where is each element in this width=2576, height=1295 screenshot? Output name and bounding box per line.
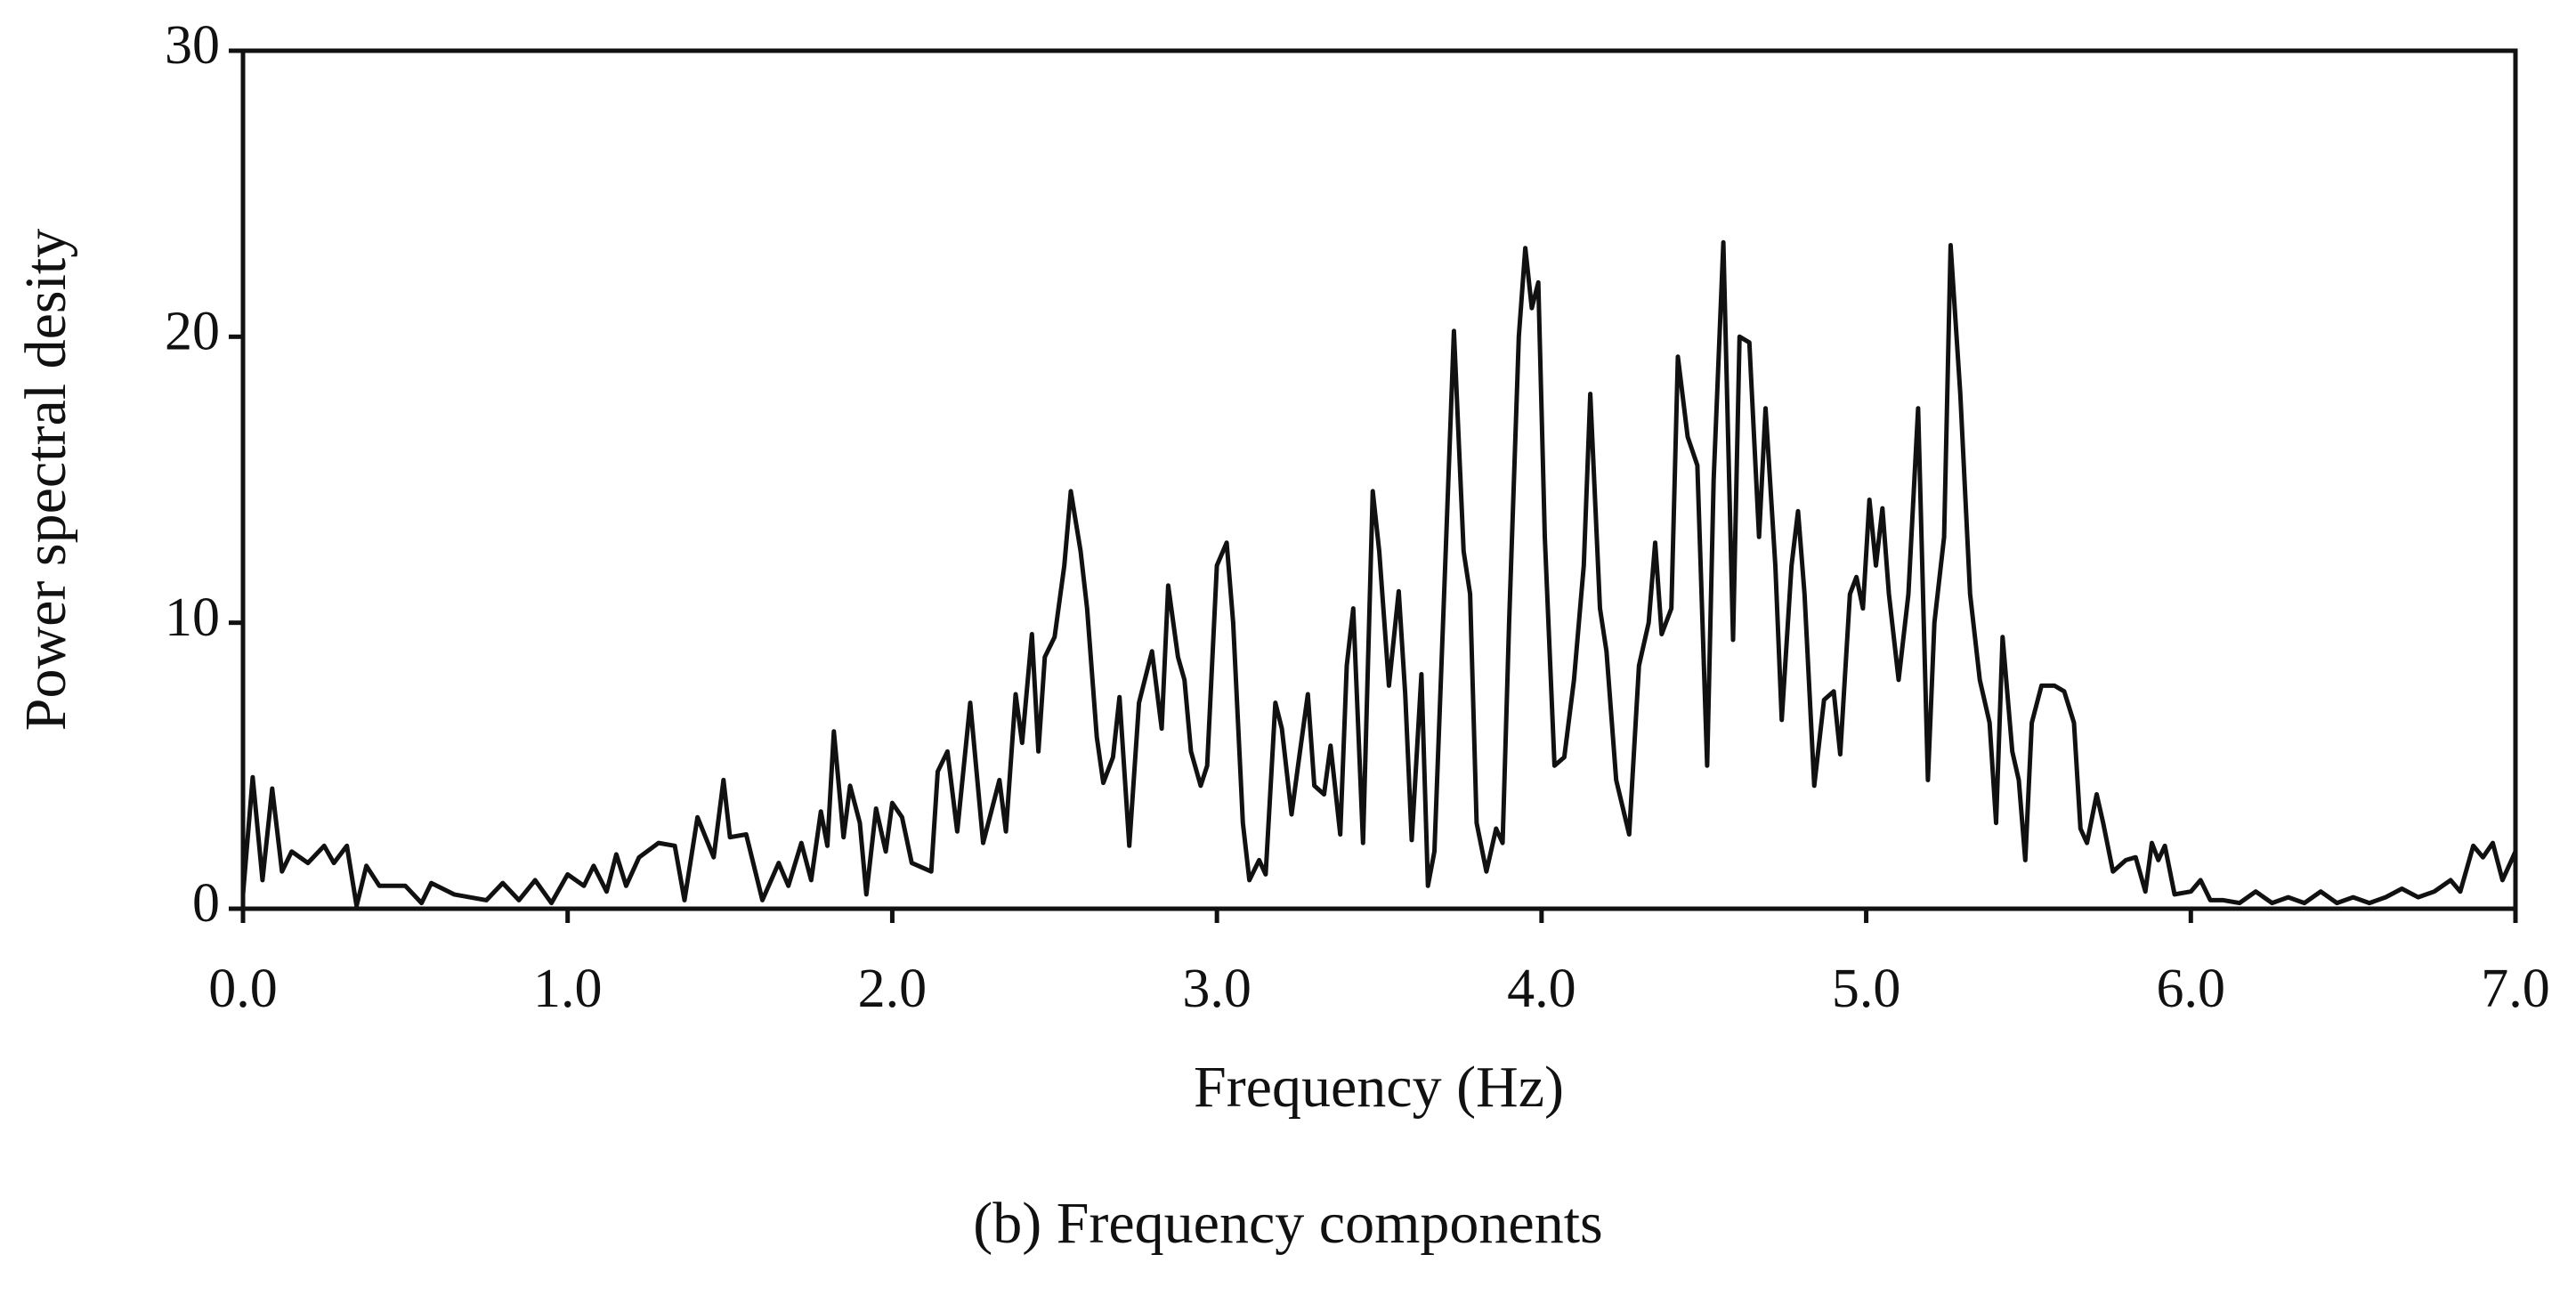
x-tick-label: 5.0	[1832, 959, 1901, 1019]
caption: (b) Frequency components	[973, 1191, 1602, 1256]
x-tick-label: 2.0	[858, 959, 928, 1019]
y-tick-label: 30	[165, 15, 220, 76]
x-tick-label: 7.0	[2481, 959, 2550, 1019]
y-tick-label: 20	[165, 302, 220, 362]
x-tick-label: 6.0	[2157, 959, 2226, 1019]
y-axis-label: Power spectral desity	[13, 229, 78, 732]
x-tick-label: 0.0	[208, 959, 278, 1019]
y-tick-label: 10	[165, 587, 220, 648]
x-tick-label: 3.0	[1182, 959, 1252, 1019]
y-tick-label: 0	[192, 873, 220, 934]
x-tick-label: 4.0	[1507, 959, 1576, 1019]
x-tick-label: 1.0	[533, 959, 603, 1019]
x-axis-label: Frequency (Hz)	[1194, 1055, 1564, 1120]
plot-frame	[240, 48, 2518, 911]
spectrum-line	[240, 239, 2518, 909]
